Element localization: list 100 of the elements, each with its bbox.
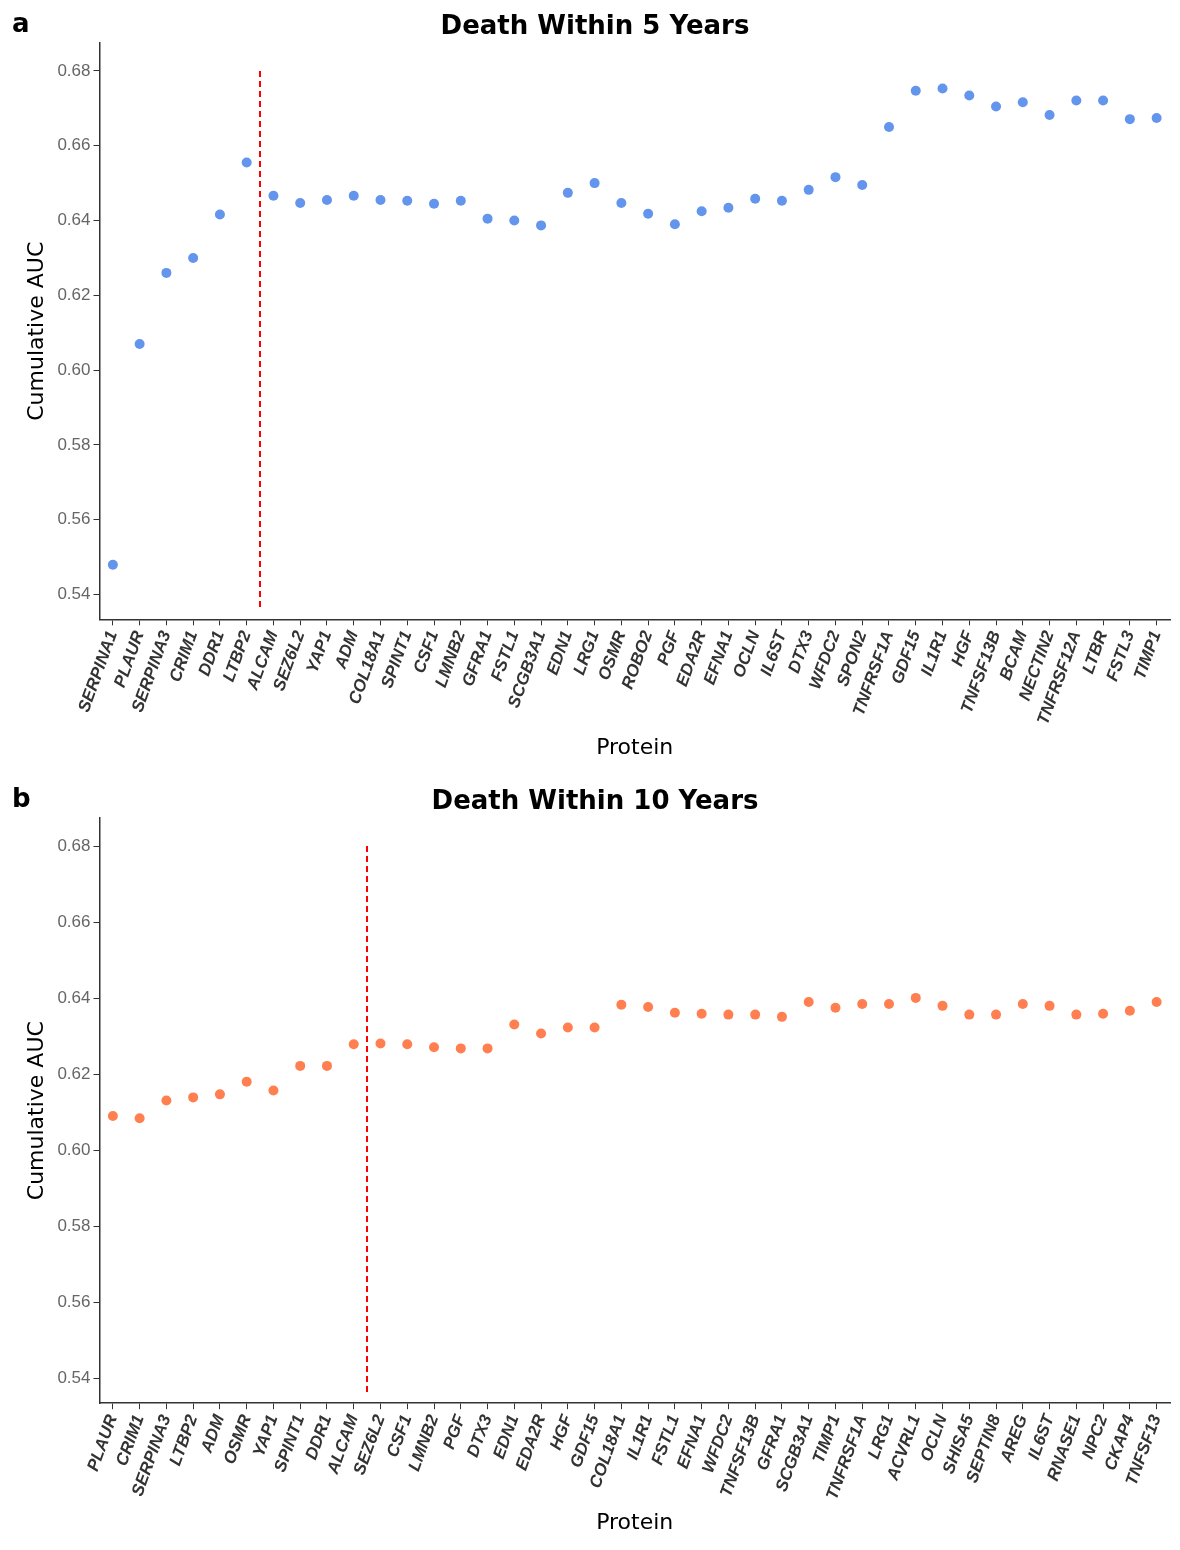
point [910, 992, 921, 1003]
point [375, 1038, 386, 1049]
point [1017, 97, 1028, 108]
point [991, 101, 1002, 112]
point [723, 202, 734, 213]
point [910, 85, 921, 96]
point [214, 209, 225, 220]
y-axis-title: Cumulative AUC [22, 241, 48, 421]
point [482, 213, 493, 224]
y-tick-label: 0.56 [57, 1291, 91, 1311]
point [1071, 1009, 1082, 1020]
y-tick-label: 0.66 [57, 135, 91, 155]
point [509, 1019, 520, 1030]
point [964, 90, 975, 101]
chart-title: Death Within 5 Years [440, 10, 750, 41]
point [723, 1009, 734, 1020]
point [429, 198, 440, 209]
y-tick-label: 0.60 [57, 1139, 91, 1159]
point [455, 1043, 466, 1054]
point [883, 998, 894, 1009]
point [643, 1002, 654, 1012]
point [455, 195, 466, 206]
point [402, 1039, 413, 1050]
chart-title: Death Within 10 Years [431, 785, 759, 816]
point [375, 194, 386, 205]
point [348, 1039, 359, 1050]
point [1071, 95, 1082, 106]
point [536, 220, 547, 231]
point [134, 338, 145, 349]
point [1098, 1008, 1109, 1019]
point [268, 1085, 279, 1096]
point [696, 1008, 707, 1019]
y-tick-label: 0.68 [57, 836, 91, 855]
point [321, 194, 332, 205]
y-tick-label: 0.64 [57, 210, 91, 230]
point [161, 267, 172, 278]
point [536, 1028, 547, 1039]
point [562, 187, 573, 198]
point [295, 1060, 306, 1071]
point [562, 1022, 573, 1033]
point [937, 1000, 948, 1011]
point [134, 1113, 145, 1124]
y-tick-label: 0.62 [57, 1063, 91, 1083]
point [482, 1043, 493, 1054]
point [803, 184, 814, 195]
point [1124, 114, 1135, 125]
point [402, 195, 413, 206]
y-tick-label: 0.64 [57, 987, 91, 1007]
point [857, 998, 868, 1009]
y-axis-title: Cumulative AUC [22, 1021, 48, 1201]
point [964, 1009, 975, 1020]
point [1151, 113, 1162, 124]
point [348, 190, 359, 201]
point [857, 179, 868, 190]
point [830, 172, 841, 183]
text: b [12, 783, 31, 813]
point [1044, 110, 1055, 121]
y-tick-label: 0.68 [57, 60, 91, 80]
point [696, 206, 707, 217]
point [295, 197, 306, 208]
point [589, 1022, 600, 1033]
point [107, 559, 118, 570]
point [268, 190, 279, 201]
y-tick-label: 0.58 [57, 434, 91, 454]
x-axis-title: Protein [596, 733, 674, 759]
point [883, 122, 894, 132]
x-axis-title: Protein [596, 1508, 674, 1534]
point [750, 193, 761, 204]
point [589, 178, 600, 189]
point [803, 997, 814, 1008]
y-tick-label: 0.56 [57, 509, 91, 529]
point [1098, 95, 1109, 106]
point [321, 1060, 332, 1071]
point [214, 1089, 225, 1100]
point [429, 1042, 440, 1053]
point [1044, 1000, 1055, 1011]
y-tick-label: 0.54 [57, 584, 91, 604]
y-tick-label: 0.54 [57, 1367, 91, 1387]
point [1124, 1005, 1135, 1016]
point [241, 1076, 252, 1087]
point [643, 208, 654, 219]
point [1017, 998, 1028, 1009]
point [616, 999, 627, 1010]
point [509, 215, 520, 226]
point [188, 1092, 199, 1103]
point [776, 195, 787, 206]
point [188, 252, 199, 263]
point [669, 219, 680, 230]
point [937, 83, 948, 94]
point [991, 1009, 1002, 1020]
point [1151, 997, 1162, 1008]
point [107, 1111, 118, 1122]
point [161, 1095, 172, 1106]
point [750, 1009, 761, 1020]
point [241, 157, 252, 168]
y-tick-label: 0.62 [57, 285, 91, 305]
y-tick-label: 0.66 [57, 911, 91, 931]
y-tick-label: 0.58 [57, 1215, 91, 1235]
point [616, 197, 627, 208]
point [776, 1011, 787, 1022]
